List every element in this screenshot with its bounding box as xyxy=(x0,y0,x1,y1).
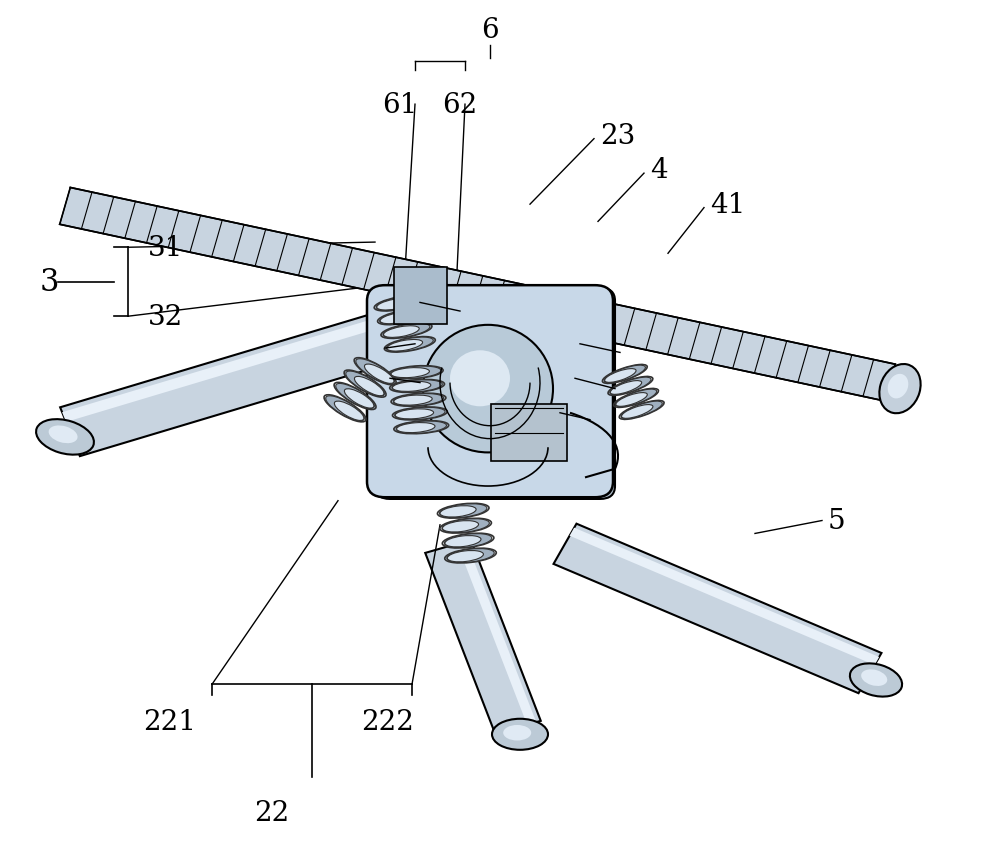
Ellipse shape xyxy=(326,396,364,421)
Ellipse shape xyxy=(383,324,430,338)
FancyBboxPatch shape xyxy=(375,288,615,499)
Ellipse shape xyxy=(850,664,902,697)
Polygon shape xyxy=(425,540,541,734)
Text: 41: 41 xyxy=(710,191,745,219)
Polygon shape xyxy=(554,524,881,693)
FancyBboxPatch shape xyxy=(367,286,613,498)
Ellipse shape xyxy=(440,506,476,517)
Ellipse shape xyxy=(440,505,487,518)
Ellipse shape xyxy=(861,670,887,686)
Ellipse shape xyxy=(380,313,416,325)
Ellipse shape xyxy=(391,369,429,378)
Ellipse shape xyxy=(36,419,94,455)
FancyBboxPatch shape xyxy=(491,405,567,461)
Ellipse shape xyxy=(450,351,510,407)
Text: 61: 61 xyxy=(382,92,418,119)
Text: 6: 6 xyxy=(481,16,499,44)
Text: 31: 31 xyxy=(148,234,183,262)
Ellipse shape xyxy=(346,372,384,397)
Polygon shape xyxy=(60,189,895,401)
Ellipse shape xyxy=(387,340,423,351)
FancyBboxPatch shape xyxy=(394,268,447,325)
Ellipse shape xyxy=(888,375,908,399)
Text: 4: 4 xyxy=(650,157,668,184)
Ellipse shape xyxy=(356,359,394,384)
Ellipse shape xyxy=(615,390,657,407)
Ellipse shape xyxy=(390,367,441,379)
Ellipse shape xyxy=(492,719,548,750)
Ellipse shape xyxy=(605,369,636,383)
Ellipse shape xyxy=(621,402,662,419)
Text: 221: 221 xyxy=(144,708,196,734)
Ellipse shape xyxy=(384,326,419,338)
Ellipse shape xyxy=(397,423,435,433)
Ellipse shape xyxy=(442,521,479,532)
Ellipse shape xyxy=(394,396,432,406)
Ellipse shape xyxy=(386,338,433,352)
Ellipse shape xyxy=(616,393,647,407)
Ellipse shape xyxy=(610,381,642,395)
Polygon shape xyxy=(425,548,513,734)
Ellipse shape xyxy=(380,310,427,325)
Polygon shape xyxy=(570,528,879,666)
Ellipse shape xyxy=(622,406,653,418)
Text: 5: 5 xyxy=(828,507,846,535)
Ellipse shape xyxy=(395,408,445,420)
Text: 62: 62 xyxy=(442,92,478,119)
Text: 22: 22 xyxy=(254,799,290,826)
Ellipse shape xyxy=(364,364,394,384)
Ellipse shape xyxy=(393,394,444,406)
Text: 222: 222 xyxy=(362,708,414,734)
Ellipse shape xyxy=(447,551,483,562)
Ellipse shape xyxy=(503,725,531,740)
Ellipse shape xyxy=(354,377,384,396)
Ellipse shape xyxy=(396,422,446,434)
Ellipse shape xyxy=(423,325,553,453)
Polygon shape xyxy=(67,189,895,378)
Ellipse shape xyxy=(447,549,494,563)
Ellipse shape xyxy=(395,409,434,419)
Ellipse shape xyxy=(49,426,78,443)
Polygon shape xyxy=(457,542,536,725)
Ellipse shape xyxy=(376,297,423,311)
Polygon shape xyxy=(554,548,868,693)
Ellipse shape xyxy=(336,384,374,409)
Ellipse shape xyxy=(445,536,481,548)
Polygon shape xyxy=(62,309,411,423)
Ellipse shape xyxy=(377,299,412,311)
Polygon shape xyxy=(72,334,425,456)
Text: 3: 3 xyxy=(40,267,60,298)
Ellipse shape xyxy=(392,381,442,393)
Ellipse shape xyxy=(442,519,489,533)
Text: 32: 32 xyxy=(148,303,183,331)
Ellipse shape xyxy=(392,382,431,392)
Ellipse shape xyxy=(879,364,921,414)
Text: 23: 23 xyxy=(600,122,635,150)
Ellipse shape xyxy=(444,534,492,548)
Ellipse shape xyxy=(334,401,364,421)
Polygon shape xyxy=(60,305,425,456)
Ellipse shape xyxy=(344,389,374,409)
Ellipse shape xyxy=(604,366,645,383)
Ellipse shape xyxy=(610,378,651,395)
